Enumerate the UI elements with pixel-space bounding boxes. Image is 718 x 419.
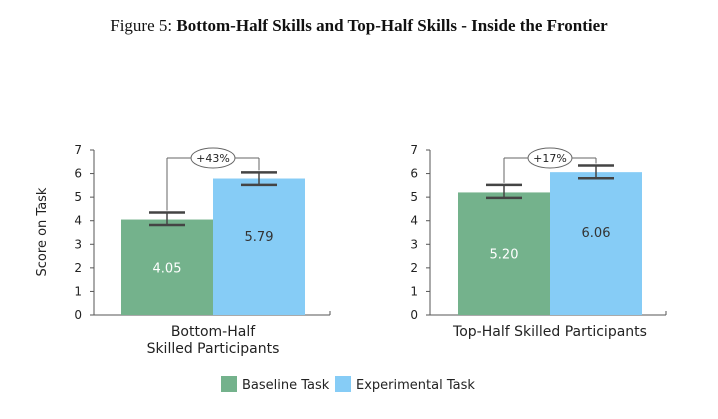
figure-label: Figure 5: (110, 16, 173, 35)
panel1-category-label: Bottom-Half (171, 324, 256, 340)
panel1-y-tick-label: 2 (74, 261, 82, 275)
panel2-y-tick-label: 6 (410, 167, 418, 181)
panel2-y-tick-label: 7 (410, 143, 418, 157)
legend-label-baseline: Baseline Task (242, 378, 330, 393)
panel1-difference-label: +43% (196, 152, 230, 165)
panel2-y-tick-label: 5 (410, 190, 418, 204)
panel2-bar-baseline (458, 192, 550, 315)
panel1-y-tick-label: 4 (74, 214, 82, 228)
panel1-difference-ellipse (190, 147, 236, 169)
panel1-y-tick-label: 3 (74, 237, 82, 251)
panel1-y-tick-label: 0 (74, 308, 82, 322)
panel1-value-label: 5.79 (245, 230, 274, 245)
legend-swatch-baseline (221, 376, 237, 392)
legend-swatch-experimental (335, 376, 351, 392)
panel2-difference-label: +17% (533, 152, 567, 165)
panel1-bar-experimental (213, 178, 305, 315)
y-axis-label: Score on Task (35, 187, 50, 276)
panel2-category-label: Top-Half Skilled Participants (452, 324, 647, 340)
panel2-difference-ellipse (527, 147, 573, 169)
panel2-y-tick-label: 3 (410, 237, 418, 251)
panel2-bar-experimental (550, 172, 642, 315)
panel1-value-label: 4.05 (153, 261, 182, 276)
panel1-bar-baseline (121, 219, 213, 315)
figure-title-text: Bottom-Half Skills and Top-Half Skills -… (176, 16, 608, 35)
panel1-y-tick-label: 7 (74, 143, 82, 157)
figure-title: Figure 5: Bottom-Half Skills and Top-Hal… (0, 16, 718, 36)
panel2-value-label: 5.20 (490, 248, 519, 263)
panel2-y-tick-label: 4 (410, 214, 418, 228)
panel1-y-tick-label: 1 (74, 284, 82, 298)
panel2-y-tick-label: 0 (410, 308, 418, 322)
panel2-value-label: 6.06 (582, 226, 611, 241)
panel2-y-tick-label: 2 (410, 261, 418, 275)
legend-label-experimental: Experimental Task (356, 378, 475, 393)
panel1-y-tick-label: 6 (74, 167, 82, 181)
panel2-y-tick-label: 1 (410, 284, 418, 298)
panel1-category-label: Skilled Participants (147, 341, 280, 357)
panel1-y-tick-label: 5 (74, 190, 82, 204)
